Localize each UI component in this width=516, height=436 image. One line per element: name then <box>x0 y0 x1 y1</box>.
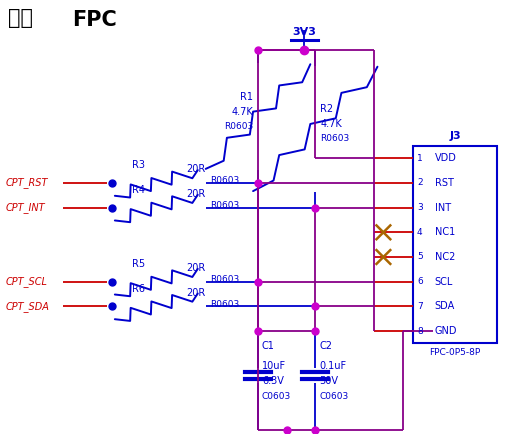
Text: R2: R2 <box>320 104 333 114</box>
Text: 7: 7 <box>417 302 423 311</box>
Text: R5: R5 <box>132 259 145 269</box>
Text: R0603: R0603 <box>211 275 240 284</box>
Text: CPT_RST: CPT_RST <box>5 177 48 188</box>
Text: SCL: SCL <box>434 277 453 287</box>
Text: NC2: NC2 <box>434 252 455 262</box>
Text: 4.7K: 4.7K <box>320 119 342 129</box>
Text: R0603: R0603 <box>320 134 349 143</box>
Text: NC1: NC1 <box>434 227 455 237</box>
Text: C0603: C0603 <box>319 392 348 401</box>
Text: GND: GND <box>434 326 457 336</box>
Text: R6: R6 <box>132 283 144 293</box>
Text: 50V: 50V <box>319 376 338 386</box>
Text: 3: 3 <box>417 203 423 212</box>
Text: 10uF: 10uF <box>262 361 286 371</box>
Text: J3: J3 <box>449 131 461 141</box>
Text: 1: 1 <box>417 154 423 163</box>
Text: CPT_INT: CPT_INT <box>5 202 45 213</box>
Text: 5: 5 <box>417 252 423 262</box>
Text: 20R: 20R <box>186 287 205 297</box>
Text: R1: R1 <box>240 92 253 102</box>
Text: FPC: FPC <box>72 10 117 30</box>
Text: R4: R4 <box>132 185 144 195</box>
Text: 触摸: 触摸 <box>8 8 33 28</box>
Text: R0603: R0603 <box>211 177 240 185</box>
Text: RST: RST <box>434 178 454 188</box>
Text: FPC-0P5-8P: FPC-0P5-8P <box>429 348 480 358</box>
Bar <box>413 146 497 344</box>
Text: C2: C2 <box>319 341 332 351</box>
Text: 0.1uF: 0.1uF <box>319 361 346 371</box>
Text: 4: 4 <box>417 228 423 237</box>
Text: 20R: 20R <box>186 189 205 199</box>
Text: 2: 2 <box>417 178 423 187</box>
Text: C1: C1 <box>262 341 275 351</box>
Text: 6.3V: 6.3V <box>262 376 284 386</box>
Text: R0603: R0603 <box>211 300 240 309</box>
Text: 20R: 20R <box>186 164 205 174</box>
Text: INT: INT <box>434 203 451 213</box>
Text: VDD: VDD <box>434 153 457 163</box>
Text: SDA: SDA <box>434 301 455 311</box>
Text: 20R: 20R <box>186 263 205 273</box>
Text: 6: 6 <box>417 277 423 286</box>
Text: C0603: C0603 <box>262 392 291 401</box>
Text: R0603: R0603 <box>224 122 253 131</box>
Text: CPT_SDA: CPT_SDA <box>5 301 49 312</box>
Text: CPT_SCL: CPT_SCL <box>5 276 47 287</box>
Text: 8: 8 <box>417 327 423 336</box>
Text: R3: R3 <box>132 160 144 170</box>
Text: 3V3: 3V3 <box>293 27 316 37</box>
Text: 4.7K: 4.7K <box>231 107 253 116</box>
Text: R0603: R0603 <box>211 201 240 210</box>
